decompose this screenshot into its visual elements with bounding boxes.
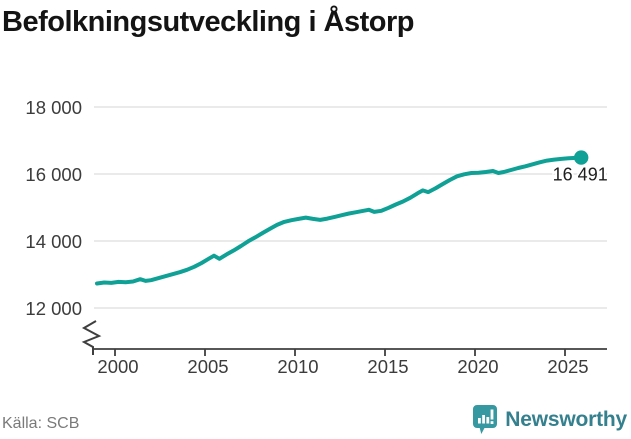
end-value-label: 16 491 bbox=[553, 165, 608, 185]
y-tick-label-12000: 12 000 bbox=[25, 298, 82, 319]
x-tick-label-2005: 2005 bbox=[187, 356, 228, 377]
y-tick-label-14000: 14 000 bbox=[25, 231, 82, 252]
y-axis-break-icon bbox=[81, 320, 102, 355]
x-tick-label-2015: 2015 bbox=[367, 356, 408, 377]
x-tick-label-2020: 2020 bbox=[457, 356, 498, 377]
newsworthy-wordmark: Newsworthy bbox=[505, 407, 627, 431]
source-label: Källa: SCB bbox=[2, 415, 80, 432]
population-series-line bbox=[95, 155, 584, 286]
newsworthy-icon bbox=[473, 405, 498, 434]
series-endpoint-marker bbox=[574, 150, 589, 165]
x-tick-label-2010: 2010 bbox=[277, 356, 318, 377]
x-tick-label-2000: 2000 bbox=[97, 356, 138, 377]
x-tick-label-2025: 2025 bbox=[547, 356, 588, 377]
y-tick-label-16000: 16 000 bbox=[25, 164, 82, 185]
y-tick-label-18000: 18 000 bbox=[25, 97, 82, 118]
newsworthy-logo: Newsworthy bbox=[472, 404, 627, 435]
chart-title: Befolkningsutveckling i Åstorp bbox=[2, 6, 415, 38]
